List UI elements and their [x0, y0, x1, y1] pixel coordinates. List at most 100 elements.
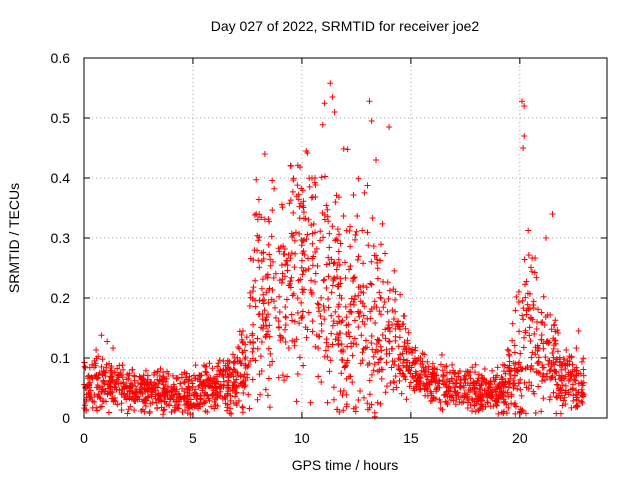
data-point: [118, 400, 125, 407]
data-point: [333, 192, 340, 199]
data-point: [340, 145, 347, 152]
data-point: [356, 313, 363, 320]
data-point: [102, 398, 109, 405]
data-point: [145, 385, 152, 392]
data-point: [550, 335, 557, 342]
data-point: [526, 324, 533, 331]
data-point: [424, 376, 431, 383]
data-point: [106, 377, 113, 384]
data-point: [285, 282, 292, 289]
data-point: [142, 403, 149, 410]
data-point: [567, 376, 574, 383]
data-point: [575, 397, 582, 404]
data-point: [362, 345, 369, 352]
data-point: [318, 320, 325, 327]
data-point: [449, 392, 456, 399]
data-point: [229, 351, 236, 358]
data-point: [535, 383, 542, 390]
data-point: [377, 311, 384, 318]
data-point: [538, 336, 545, 343]
data-point: [568, 404, 575, 411]
data-point: [452, 401, 459, 408]
data-point: [496, 380, 503, 387]
data-point: [211, 398, 218, 405]
data-point: [262, 316, 269, 323]
data-point: [482, 381, 489, 388]
data-point: [258, 368, 265, 375]
data-point: [284, 262, 291, 269]
data-point: [533, 325, 540, 332]
data-point: [367, 315, 374, 322]
x-tick-label: 10: [294, 430, 310, 446]
data-point: [542, 377, 549, 384]
data-point: [291, 318, 298, 325]
data-point: [222, 362, 229, 369]
data-point: [340, 387, 347, 394]
data-point: [204, 391, 211, 398]
data-point: [265, 345, 272, 352]
data-point: [390, 316, 397, 323]
data-point: [527, 337, 534, 344]
data-point: [517, 386, 524, 393]
data-point: [393, 384, 400, 391]
data-point: [367, 280, 374, 287]
data-point: [304, 231, 311, 238]
data-point: [397, 291, 404, 298]
data-point: [98, 332, 105, 339]
data-point: [284, 257, 291, 264]
data-point: [282, 322, 289, 329]
data-point: [580, 391, 587, 398]
data-point: [136, 386, 143, 393]
data-point: [552, 317, 559, 324]
data-point: [465, 369, 472, 376]
data-point: [347, 243, 354, 250]
data-point: [240, 373, 247, 380]
data-point: [194, 376, 201, 383]
data-point: [199, 385, 206, 392]
x-tick-labels: 0 5 10 15 20: [80, 430, 528, 446]
data-point: [534, 342, 541, 349]
data-point: [149, 387, 156, 394]
data-point: [321, 353, 328, 360]
data-point: [238, 382, 245, 389]
data-point: [569, 361, 576, 368]
data-point: [338, 319, 345, 326]
data-point: [233, 389, 240, 396]
data-point: [478, 392, 485, 399]
data-point: [89, 404, 96, 411]
data-point: [203, 371, 210, 378]
data-point: [553, 393, 560, 400]
data-point: [299, 314, 306, 321]
data-point: [546, 357, 553, 364]
data-point: [171, 398, 178, 405]
data-point: [368, 340, 375, 347]
data-point: [287, 197, 294, 204]
data-point: [429, 394, 436, 401]
data-point: [342, 275, 349, 282]
data-point: [351, 335, 358, 342]
data-point: [403, 357, 410, 364]
data-point: [378, 347, 385, 354]
data-point: [266, 322, 273, 329]
data-point: [429, 360, 436, 367]
data-point: [351, 274, 358, 281]
data-point: [510, 381, 517, 388]
data-point: [161, 398, 168, 405]
data-point: [511, 342, 518, 349]
data-point: [118, 390, 125, 396]
data-point: [390, 386, 397, 393]
data-point: [250, 257, 257, 264]
data-point: [432, 378, 439, 385]
data-point: [372, 320, 379, 327]
data-point: [282, 314, 289, 321]
data-point: [198, 381, 205, 388]
data-point: [515, 367, 522, 374]
data-point: [252, 277, 259, 284]
data-point: [127, 384, 134, 391]
data-point: [92, 362, 99, 369]
data-point: [247, 294, 254, 301]
data-point: [298, 236, 305, 243]
data-point: [399, 321, 406, 328]
data-point: [339, 317, 346, 324]
data-point: [210, 390, 217, 397]
